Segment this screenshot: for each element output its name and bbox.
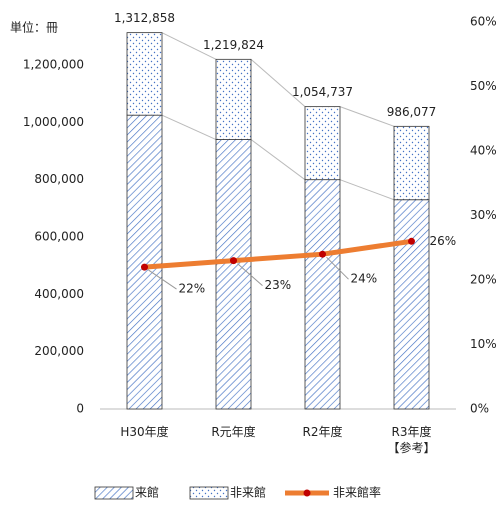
y-tick-label: 1,000,000 (23, 115, 84, 129)
bar-segment (393, 199, 430, 410)
x-tick-label: R元年度 (211, 425, 256, 439)
rate-marker (141, 263, 148, 271)
rate-line (144, 238, 412, 270)
y2-tick-label: 30% (470, 208, 497, 222)
connector-line (339, 179, 395, 201)
y2-tick-label: 60% (470, 15, 497, 29)
legend-label: 非来館 (230, 485, 266, 500)
legend-label: 非来館率 (333, 485, 381, 500)
bar-segment (215, 58, 252, 140)
connector-line (161, 32, 217, 60)
rate-marker (230, 257, 237, 265)
rate-marker (319, 250, 326, 258)
rate-label: 22% (179, 282, 206, 296)
label-leader (326, 256, 349, 280)
connector-line (250, 139, 306, 181)
legend-label: 来館 (135, 485, 159, 500)
bar-segment (393, 125, 430, 201)
total-label: 986,077 (387, 105, 437, 119)
connector-line (250, 58, 306, 108)
x-tick-label: H30年度 (120, 425, 169, 439)
x-tick-label: R2年度 (302, 425, 343, 439)
y-tick-label: 200,000 (34, 344, 84, 358)
total-label: 1,054,737 (292, 85, 353, 99)
x-tick-label: R3年度 【参考】 (387, 425, 436, 455)
rate-label: 24% (351, 272, 378, 286)
y2-tick-label: 20% (470, 273, 497, 287)
unit-label: 単位：冊 (10, 20, 58, 35)
bar-segment (126, 114, 163, 410)
total-label: 1,219,824 (203, 38, 264, 52)
bar-segment (304, 106, 341, 181)
y2-tick-label: 10% (470, 337, 497, 351)
rate-label: 26% (430, 234, 457, 248)
connector-line (339, 106, 395, 127)
label-leader (148, 269, 177, 290)
legend-swatch (189, 486, 229, 500)
bar-segment (126, 32, 163, 116)
legend-swatch (94, 486, 134, 500)
legend-swatch (303, 489, 311, 497)
label-leader (237, 263, 263, 287)
y-tick-label: 800,000 (34, 172, 84, 186)
y-tick-label: 400,000 (34, 287, 84, 301)
bar-segment (215, 139, 252, 410)
y-tick-label: 600,000 (34, 230, 84, 244)
y2-tick-label: 40% (470, 144, 497, 158)
connector-line (161, 114, 217, 140)
y-tick-label: 0 (76, 402, 84, 416)
bar-segment (304, 179, 341, 410)
total-label: 1,312,858 (114, 11, 175, 25)
y2-tick-label: 0% (470, 402, 489, 416)
rate-marker (408, 237, 415, 245)
rate-label: 23% (265, 278, 292, 292)
y-tick-label: 1,200,000 (23, 58, 84, 72)
y2-tick-label: 50% (470, 79, 497, 93)
